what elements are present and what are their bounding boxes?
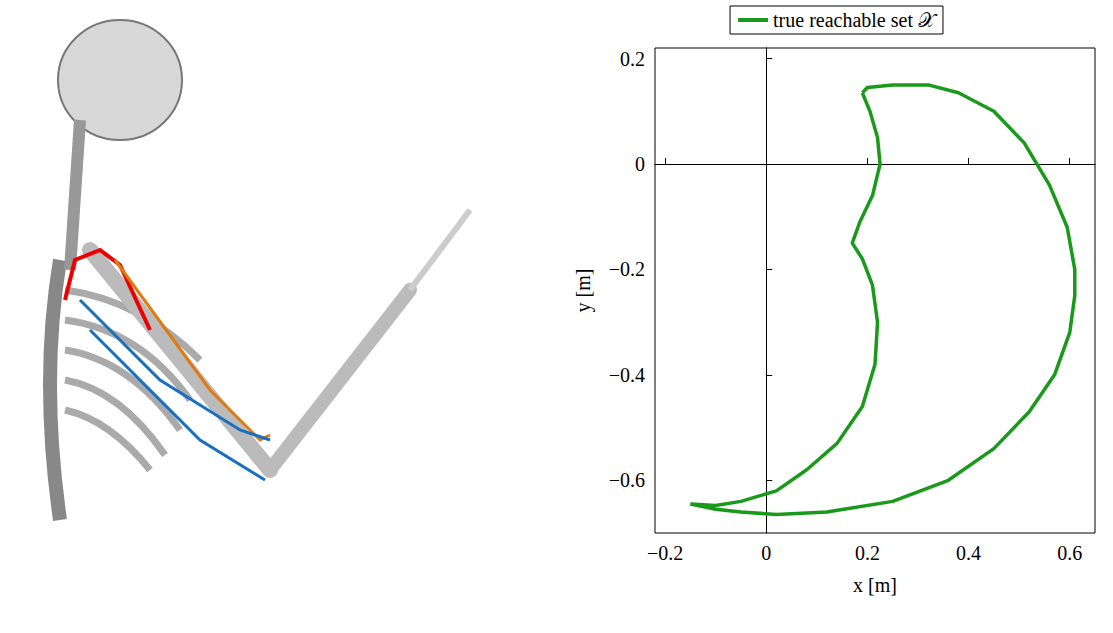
svg-text:0.4: 0.4 bbox=[956, 542, 981, 564]
svg-text:0.2: 0.2 bbox=[620, 48, 645, 70]
svg-text:0.2: 0.2 bbox=[855, 542, 880, 564]
svg-text:true reachable set 𝒳: true reachable set 𝒳 bbox=[773, 9, 938, 31]
svg-text:0: 0 bbox=[761, 542, 771, 564]
svg-text:0.6: 0.6 bbox=[1057, 542, 1082, 564]
svg-text:−0.2: −0.2 bbox=[647, 542, 683, 564]
svg-text:0: 0 bbox=[635, 153, 645, 175]
svg-text:−0.6: −0.6 bbox=[609, 469, 645, 491]
svg-text:−0.2: −0.2 bbox=[609, 258, 645, 280]
svg-text:−0.4: −0.4 bbox=[609, 364, 645, 386]
svg-text:x [m]: x [m] bbox=[853, 574, 897, 596]
svg-text:y [m]: y [m] bbox=[572, 269, 595, 313]
